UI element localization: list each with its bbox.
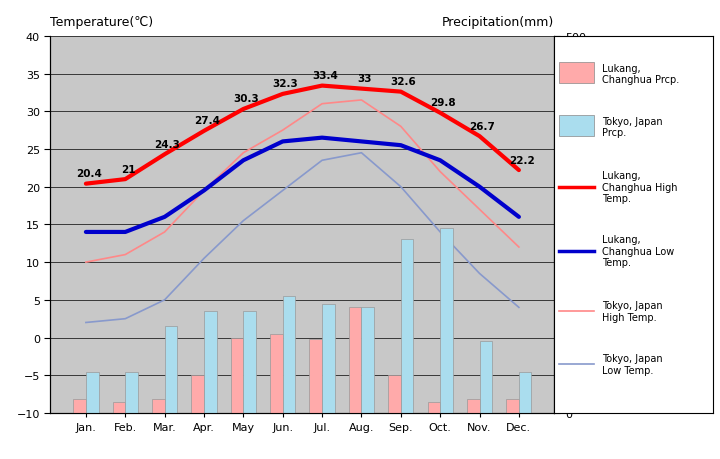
- Text: Tokyo, Japan
High Temp.: Tokyo, Japan High Temp.: [602, 301, 662, 322]
- Bar: [125, 372, 138, 413]
- Bar: [86, 372, 99, 413]
- FancyBboxPatch shape: [559, 63, 594, 84]
- Text: 27.4: 27.4: [194, 116, 220, 126]
- Text: Lukang,
Changhua Prcp.: Lukang, Changhua Prcp.: [602, 64, 679, 85]
- Text: 22.2: 22.2: [509, 155, 534, 165]
- Bar: [388, 375, 401, 413]
- Bar: [283, 297, 295, 413]
- Text: Tokyo, Japan
Low Temp.: Tokyo, Japan Low Temp.: [602, 353, 662, 375]
- Bar: [467, 399, 480, 413]
- Text: Tokyo, Japan
Prcp.: Tokyo, Japan Prcp.: [602, 116, 662, 138]
- Text: Lukang,
Changhua High
Temp.: Lukang, Changhua High Temp.: [602, 171, 678, 204]
- Bar: [112, 402, 125, 413]
- Bar: [73, 399, 86, 413]
- Bar: [230, 338, 243, 413]
- Bar: [322, 304, 335, 413]
- Bar: [506, 399, 519, 413]
- Text: 30.3: 30.3: [233, 94, 259, 104]
- Text: 32.3: 32.3: [273, 79, 298, 89]
- Text: 33.4: 33.4: [312, 71, 338, 81]
- Bar: [310, 339, 322, 413]
- Bar: [349, 308, 361, 413]
- FancyBboxPatch shape: [559, 116, 594, 136]
- Bar: [519, 372, 531, 413]
- Bar: [401, 240, 413, 413]
- Text: Precipitation(mm): Precipitation(mm): [442, 16, 554, 29]
- Bar: [152, 399, 165, 413]
- Text: 21: 21: [121, 164, 135, 174]
- Text: 24.3: 24.3: [155, 140, 180, 149]
- Text: 20.4: 20.4: [76, 169, 102, 179]
- Bar: [428, 402, 440, 413]
- Text: 33: 33: [357, 74, 372, 84]
- Bar: [165, 326, 177, 413]
- Bar: [361, 308, 374, 413]
- Text: 29.8: 29.8: [430, 98, 456, 108]
- Bar: [270, 334, 283, 413]
- Bar: [192, 375, 204, 413]
- Text: Temperature(℃): Temperature(℃): [50, 16, 153, 29]
- Bar: [480, 341, 492, 413]
- Bar: [243, 312, 256, 413]
- Text: Lukang,
Changhua Low
Temp.: Lukang, Changhua Low Temp.: [602, 235, 674, 268]
- Text: 32.6: 32.6: [391, 77, 416, 87]
- Text: 26.7: 26.7: [469, 121, 495, 131]
- Bar: [440, 229, 453, 413]
- Bar: [204, 312, 217, 413]
